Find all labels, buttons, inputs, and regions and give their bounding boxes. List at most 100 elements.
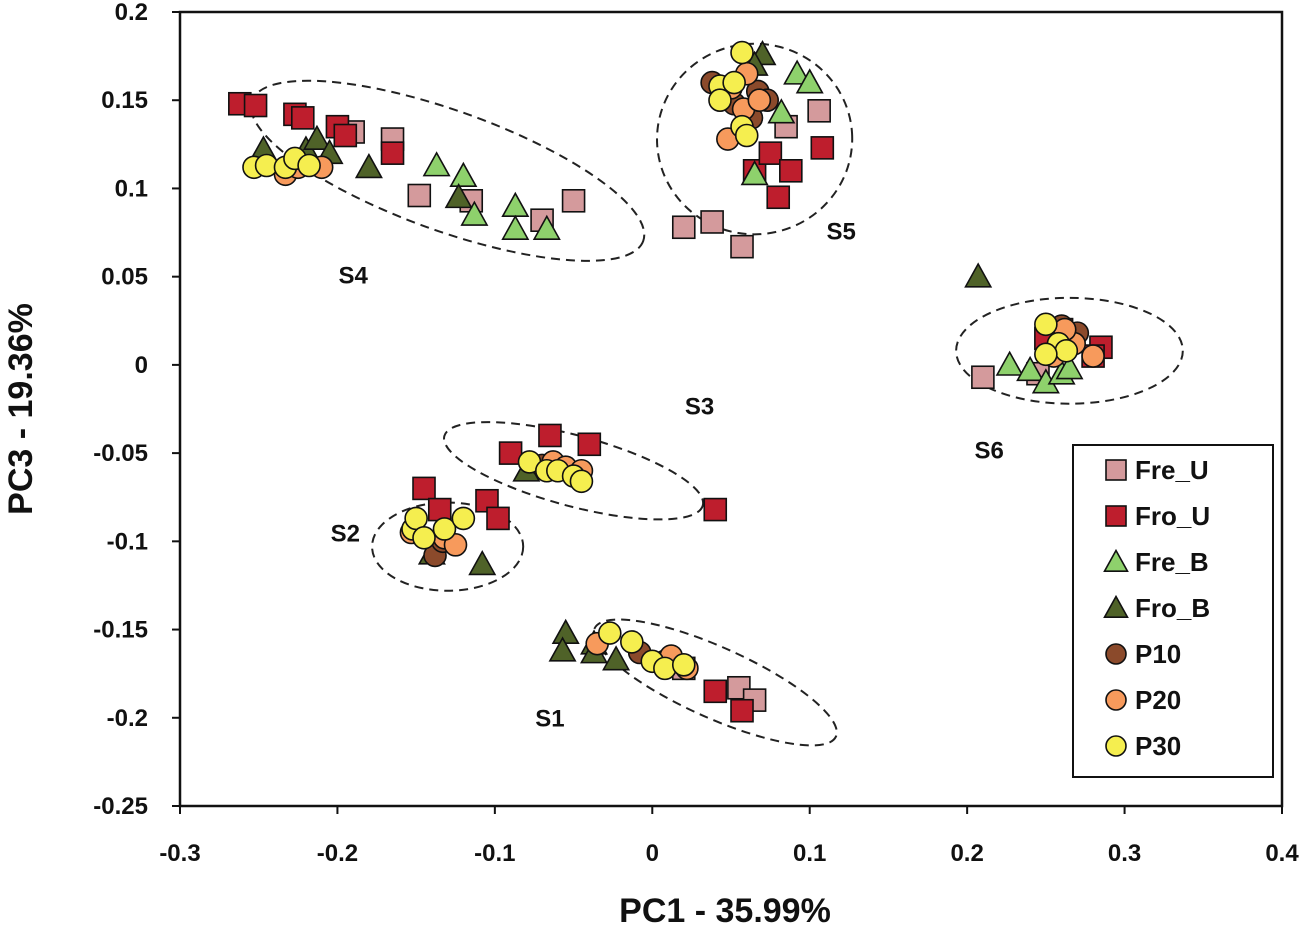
point-fre-b [740, 160, 769, 186]
point-fre-b [532, 214, 561, 240]
legend-box [1072, 444, 1274, 778]
legend-marker-p30 [1105, 735, 1127, 757]
legend-marker-fro-u [1105, 505, 1127, 527]
point-p30 [734, 123, 759, 148]
legend-label-fre-b: Fre_B [1135, 547, 1209, 577]
x-axis-title: PC1 - 35.99% [619, 892, 831, 930]
legend-item-fre-u: Fre_U [1105, 455, 1209, 485]
point-fre-u [730, 234, 754, 259]
point-p30 [297, 153, 321, 178]
point-fro-u [290, 106, 315, 130]
point-fro-b [548, 636, 577, 662]
x-tick-label: 0.4 [1265, 840, 1299, 867]
legend-label-p10: P10 [1135, 639, 1181, 669]
cluster-label-s1: S1 [535, 706, 564, 733]
point-fre-b [1055, 354, 1084, 380]
point-p30 [412, 526, 436, 550]
x-tick-label: 0 [646, 840, 659, 867]
point-fre-b [995, 350, 1024, 376]
legend-marker-fro-b [1103, 594, 1129, 619]
legend-label-fre-u: Fre_U [1135, 455, 1209, 485]
x-axis-ticks: -0.3 -0.2 -0.1 0 0.1 0.2 0.3 0.4 [159, 806, 1299, 867]
point-fre-b [449, 161, 478, 188]
point-fre-b [767, 98, 796, 124]
cluster-ellipse-s6 [955, 296, 1184, 405]
legend-marker-fre-b [1103, 548, 1129, 573]
point-fro-b [354, 152, 383, 179]
point-fre-b [795, 68, 824, 94]
y-tick-label: 0.1 [115, 175, 148, 202]
legend-marker-fre-u [1105, 459, 1127, 481]
point-fro-u [810, 136, 835, 160]
y-axis-ticks: 0.2 0.15 0.1 0.05 0 -0.05 -0.1 -0.15 -0.2 -0.25 [93, 0, 180, 820]
legend-label-p30: P30 [1135, 731, 1181, 761]
point-fro-u [766, 185, 791, 210]
point-fre-b [422, 151, 451, 177]
y-tick-label: -0.15 [93, 617, 148, 644]
y-tick-label: 0 [135, 352, 148, 379]
point-fre-u [971, 365, 995, 390]
point-p30 [451, 506, 476, 531]
point-fre-b [783, 59, 812, 85]
point-fro-u [538, 423, 562, 448]
cluster-label-s4: S4 [338, 263, 368, 290]
point-p30 [1054, 338, 1079, 363]
x-tick-label: 0.2 [950, 840, 983, 867]
y-tick-label: 0.05 [101, 264, 148, 291]
point-fro-u [703, 497, 728, 522]
y-tick-label: -0.2 [107, 705, 148, 732]
point-p30 [1034, 342, 1058, 367]
point-fre-b [1016, 355, 1045, 382]
cluster-label-s6: S6 [975, 437, 1004, 464]
point-fre-u [561, 188, 586, 213]
y-axis-title: PC3 - 19.36% [2, 303, 40, 515]
point-fro-u [779, 159, 803, 183]
legend-item-p20: P20 [1105, 685, 1181, 715]
cluster-ellipse-s1 [592, 618, 838, 747]
legend-label-p20: P20 [1135, 685, 1181, 715]
point-fro-u [333, 123, 358, 148]
point-fro-u [380, 141, 405, 165]
point-fro-b [602, 645, 631, 671]
y-tick-label: 0.15 [101, 87, 148, 114]
point-p30 [671, 653, 696, 677]
point-fro-u [427, 497, 452, 522]
y-tick-label: 0.2 [115, 0, 148, 26]
point-fro-u [412, 476, 436, 501]
data-points [228, 40, 1113, 723]
point-fro-u [577, 432, 602, 457]
point-fro-u [498, 441, 523, 465]
legend-item-fre-b: Fre_B [1103, 547, 1209, 577]
point-fre-u [700, 210, 724, 234]
point-p30 [569, 469, 594, 494]
point-fre-b [501, 214, 530, 240]
x-tick-label: -0.1 [474, 840, 515, 867]
point-p30 [432, 517, 457, 541]
point-fro-b [964, 262, 993, 288]
cluster-ellipse-s3 [443, 421, 705, 521]
x-tick-label: -0.3 [159, 840, 200, 867]
point-fro-b [302, 124, 331, 150]
point-fro-u [703, 679, 728, 704]
cluster-labels: S1 S2 S3 S4 S5 S6 [331, 219, 1004, 733]
point-fro-u [486, 506, 510, 531]
cluster-label-s5: S5 [827, 219, 856, 246]
x-tick-label: 0.3 [1108, 840, 1141, 867]
point-p30 [620, 630, 644, 654]
cluster-label-s2: S2 [331, 520, 360, 547]
legend-label-fro-u: Fro_U [1135, 501, 1210, 531]
y-tick-label: -0.05 [93, 440, 148, 467]
point-p30 [1034, 312, 1058, 337]
point-p30 [722, 70, 746, 95]
point-fre-u [807, 99, 831, 123]
legend-item-fro-u: Fro_U [1105, 501, 1210, 531]
point-fro-u [243, 93, 268, 118]
point-p20 [1081, 344, 1105, 368]
legend-marker-p20 [1105, 689, 1127, 711]
legend-item-p10: P10 [1105, 639, 1181, 669]
x-tick-label: -0.2 [317, 840, 358, 867]
legend-marker-p10 [1105, 643, 1127, 665]
point-fro-u [730, 698, 754, 723]
point-fre-b [460, 200, 489, 226]
